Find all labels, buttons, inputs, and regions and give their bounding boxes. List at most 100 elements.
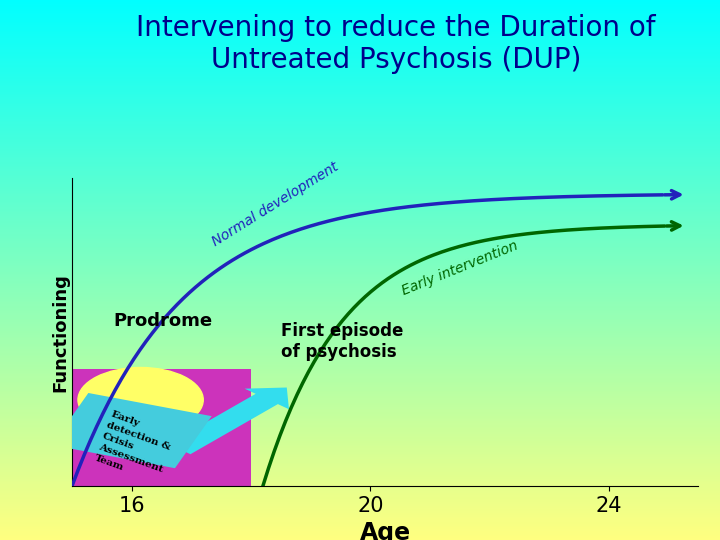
Bar bbox=[0, 285, 720, 286]
Bar bbox=[0, 16, 720, 18]
Bar bbox=[0, 2, 720, 4]
Bar bbox=[0, 239, 720, 241]
Bar bbox=[0, 45, 720, 47]
Bar bbox=[0, 185, 720, 187]
Bar bbox=[0, 93, 720, 96]
Bar bbox=[0, 97, 720, 99]
Bar bbox=[0, 76, 720, 77]
Bar bbox=[0, 306, 720, 308]
Bar bbox=[0, 313, 720, 315]
Bar bbox=[0, 90, 720, 92]
Bar bbox=[0, 299, 720, 301]
Bar bbox=[0, 275, 720, 277]
Bar bbox=[0, 401, 720, 403]
Bar bbox=[0, 85, 720, 86]
Bar bbox=[0, 470, 720, 471]
Bar bbox=[0, 432, 720, 434]
Bar bbox=[0, 475, 720, 477]
Bar bbox=[0, 344, 720, 346]
Bar bbox=[0, 347, 720, 349]
Bar bbox=[0, 113, 720, 115]
Bar bbox=[0, 376, 720, 378]
Bar bbox=[0, 279, 720, 281]
Bar bbox=[0, 119, 720, 120]
Bar bbox=[0, 333, 720, 335]
Bar bbox=[0, 252, 720, 254]
Bar bbox=[0, 106, 720, 108]
Bar bbox=[0, 288, 720, 290]
Bar bbox=[0, 535, 720, 536]
Bar bbox=[0, 173, 720, 174]
Bar bbox=[0, 410, 720, 412]
Bar bbox=[0, 182, 720, 184]
Bar bbox=[0, 455, 720, 457]
Bar bbox=[0, 209, 720, 211]
Bar bbox=[0, 205, 720, 207]
Bar bbox=[0, 63, 720, 65]
Bar bbox=[0, 468, 720, 470]
Bar bbox=[0, 481, 720, 482]
Bar bbox=[0, 58, 720, 59]
Bar bbox=[0, 488, 720, 490]
Bar bbox=[0, 236, 720, 238]
Bar bbox=[0, 436, 720, 437]
Bar bbox=[0, 211, 720, 212]
Bar bbox=[0, 112, 720, 113]
Bar bbox=[0, 54, 720, 56]
Bar bbox=[0, 528, 720, 529]
Bar bbox=[0, 522, 720, 524]
Bar bbox=[0, 212, 720, 214]
Bar bbox=[0, 83, 720, 85]
Bar bbox=[0, 92, 720, 93]
Bar bbox=[0, 398, 720, 400]
Bar bbox=[0, 493, 720, 495]
Bar bbox=[0, 509, 720, 511]
Bar bbox=[0, 34, 720, 36]
Bar bbox=[0, 353, 720, 355]
Bar bbox=[0, 389, 720, 390]
Bar bbox=[0, 88, 720, 90]
Bar bbox=[0, 79, 720, 81]
Text: Normal development: Normal development bbox=[210, 159, 341, 249]
Bar bbox=[0, 502, 720, 504]
Bar bbox=[0, 18, 720, 20]
Bar bbox=[0, 47, 720, 49]
Text: Prodrome: Prodrome bbox=[114, 312, 213, 330]
Bar bbox=[0, 245, 720, 247]
Bar bbox=[0, 501, 720, 502]
Bar bbox=[0, 162, 720, 164]
Text: Intervening to reduce the Duration of
Untreated Psychosis (DUP): Intervening to reduce the Duration of Un… bbox=[136, 14, 656, 74]
Bar bbox=[0, 221, 720, 223]
Bar bbox=[0, 405, 720, 407]
Bar bbox=[0, 155, 720, 157]
Bar bbox=[0, 382, 720, 383]
Bar bbox=[0, 504, 720, 506]
Bar bbox=[0, 531, 720, 533]
Bar bbox=[0, 409, 720, 410]
Bar bbox=[0, 174, 720, 177]
Bar bbox=[0, 466, 720, 468]
Bar bbox=[0, 103, 720, 104]
Bar bbox=[0, 339, 720, 340]
Bar bbox=[0, 258, 720, 259]
Bar bbox=[0, 135, 720, 137]
Bar bbox=[0, 517, 720, 518]
Bar bbox=[0, 196, 720, 198]
Bar bbox=[0, 390, 720, 393]
Bar bbox=[0, 536, 720, 538]
Bar bbox=[0, 27, 720, 29]
Bar bbox=[0, 286, 720, 288]
Bar bbox=[0, 65, 720, 66]
Bar bbox=[0, 335, 720, 336]
Bar bbox=[0, 227, 720, 228]
Bar bbox=[0, 201, 720, 204]
Bar bbox=[0, 297, 720, 299]
Bar bbox=[0, 444, 720, 447]
Bar bbox=[0, 302, 720, 304]
Bar bbox=[0, 482, 720, 484]
Bar bbox=[0, 309, 720, 312]
Bar bbox=[0, 416, 720, 417]
Bar bbox=[0, 126, 720, 128]
Bar bbox=[0, 263, 720, 265]
Bar bbox=[0, 69, 720, 70]
